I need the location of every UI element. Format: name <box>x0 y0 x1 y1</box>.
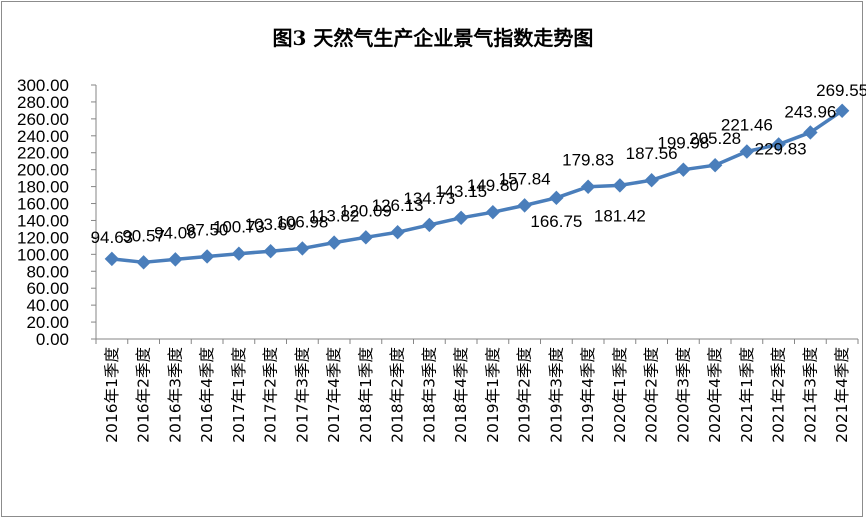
data-point <box>834 103 850 118</box>
x-tick-label: 2020年3季度 <box>674 347 692 443</box>
x-tick-label: 2017年4季度 <box>325 347 343 443</box>
x-tick-label: 2016年3季度 <box>166 347 184 443</box>
data-label: 229.83 <box>755 139 807 158</box>
y-tick-label: 40.00 <box>26 296 69 315</box>
x-tick-label: 2019年3季度 <box>547 347 565 443</box>
data-label: 181.42 <box>594 206 646 225</box>
y-tick-label: 240.00 <box>17 127 69 146</box>
data-point <box>295 241 310 256</box>
data-point <box>517 198 532 213</box>
data-label: 205.28 <box>689 129 741 148</box>
data-point <box>136 255 151 270</box>
data-label: 179.83 <box>562 151 614 170</box>
data-label: 97.50 <box>186 220 229 239</box>
x-tick-label: 2019年4季度 <box>579 347 597 443</box>
y-tick-label: 100.00 <box>17 245 69 264</box>
data-label: 269.55 <box>816 81 866 100</box>
data-point <box>263 244 278 259</box>
x-tick-label: 2018年1季度 <box>357 347 375 443</box>
data-label: 90.57 <box>122 226 165 245</box>
x-tick-label: 2021年3季度 <box>801 347 819 443</box>
y-tick-label: 300.00 <box>17 76 69 95</box>
x-tick-label: 2017年3季度 <box>293 347 311 443</box>
data-label: 106.98 <box>276 212 328 231</box>
data-point <box>771 137 786 152</box>
data-point <box>707 157 723 173</box>
data-label: 113.82 <box>309 207 360 226</box>
data-label: 94.63 <box>91 228 134 247</box>
data-point <box>422 217 437 233</box>
x-tick-label: 2019年1季度 <box>484 347 502 443</box>
x-tick-label: 2016年1季度 <box>103 347 121 443</box>
x-tick-label: 2018年4季度 <box>452 347 470 443</box>
x-tick-label: 2018年3季度 <box>420 347 438 443</box>
data-point <box>358 230 374 245</box>
data-point <box>453 210 469 226</box>
data-point <box>485 204 501 220</box>
data-label: 143.15 <box>435 182 487 201</box>
data-point <box>199 249 215 264</box>
data-point <box>676 162 691 177</box>
data-label: 187.56 <box>626 144 678 163</box>
data-label: 100.73 <box>213 218 265 237</box>
x-tick-label: 2018年2季度 <box>389 347 407 443</box>
data-label: 134.73 <box>403 189 455 208</box>
data-point <box>580 179 596 194</box>
data-label: 243.96 <box>784 102 836 121</box>
x-tick-label: 2021年4季度 <box>833 347 851 443</box>
data-point <box>612 178 628 193</box>
data-point <box>390 225 405 240</box>
y-tick-label: 0.00 <box>36 330 69 349</box>
data-point <box>739 144 755 159</box>
x-tick-label: 2016年2季度 <box>135 347 153 443</box>
y-tick-label: 180.00 <box>17 178 69 197</box>
x-tick-label: 2021年2季度 <box>770 347 788 443</box>
y-tick-label: 120.00 <box>17 228 69 247</box>
data-label: 199.98 <box>657 134 709 153</box>
x-tick-label: 2021年1季度 <box>738 347 756 443</box>
x-tick-label: 2020年4季度 <box>706 347 724 443</box>
x-tick-label: 2017年2季度 <box>262 347 280 443</box>
data-label: 166.75 <box>530 212 582 231</box>
data-label: 103.69 <box>245 215 297 234</box>
y-tick-label: 20.00 <box>26 313 69 332</box>
y-tick-label: 220.00 <box>17 144 69 163</box>
data-point <box>326 235 342 250</box>
x-tick-label: 2016年4季度 <box>198 347 216 443</box>
data-point <box>549 190 564 206</box>
data-label: 94.06 <box>154 223 197 242</box>
y-tick-label: 60.00 <box>26 279 69 298</box>
data-point <box>168 252 183 267</box>
y-tick-label: 260.00 <box>17 110 69 129</box>
y-tick-label: 160.00 <box>17 195 69 214</box>
x-tick-label: 2017年1季度 <box>230 347 248 443</box>
chart-title: 图3 天然气生产企业景气指数走势图 <box>272 26 594 50</box>
x-tick-label: 2020年2季度 <box>643 347 661 443</box>
data-label: 149.80 <box>467 176 519 195</box>
data-label: 126.13 <box>372 196 424 215</box>
y-tick-label: 80.00 <box>26 262 69 281</box>
data-label: 221.46 <box>721 115 773 134</box>
data-point <box>104 251 120 267</box>
data-label: 120.09 <box>340 201 392 220</box>
y-tick-label: 280.00 <box>17 93 69 112</box>
y-tick-label: 140.00 <box>17 211 69 230</box>
data-point <box>644 172 659 188</box>
data-point <box>231 246 247 261</box>
y-tick-label: 200.00 <box>17 161 69 180</box>
x-tick-label: 2019年2季度 <box>516 347 534 443</box>
x-tick-label: 2020年1季度 <box>611 347 629 443</box>
data-label: 157.84 <box>499 169 551 188</box>
data-point <box>803 125 818 140</box>
